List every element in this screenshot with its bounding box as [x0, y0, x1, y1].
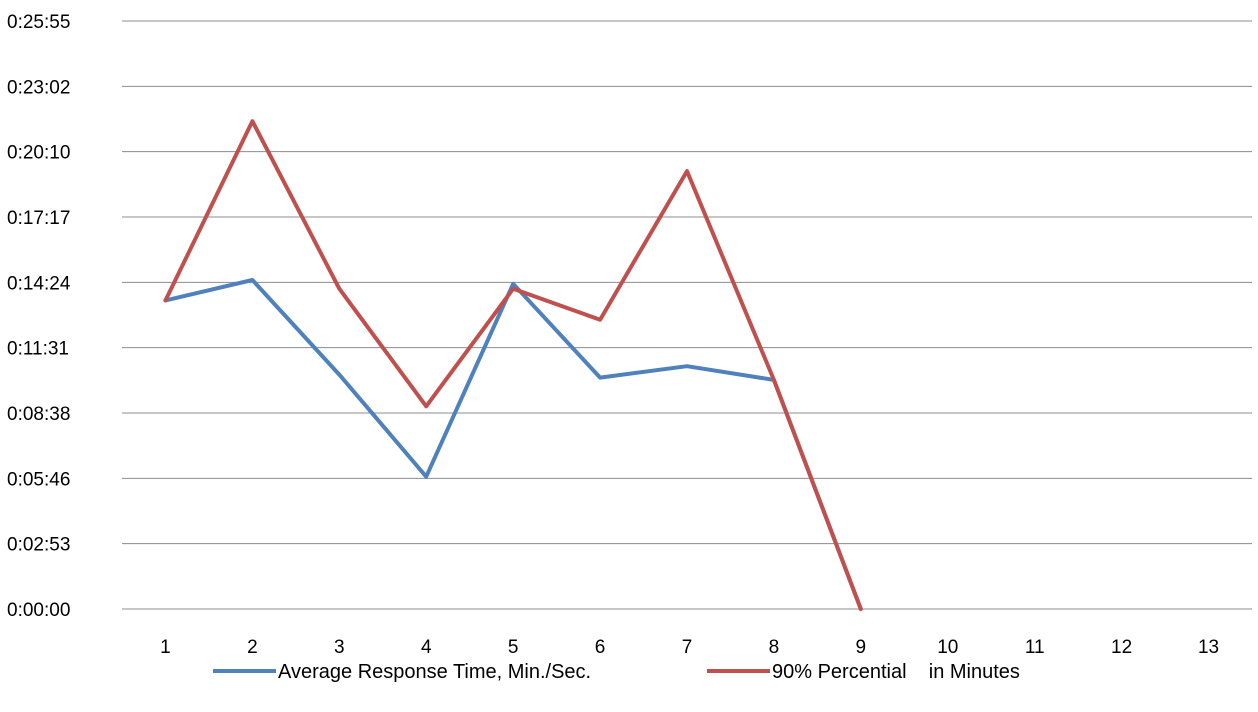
legend: Average Response Time, Min./Sec. 90% Per… — [213, 661, 1020, 683]
series-line-90-percentile — [163, 119, 863, 611]
y-tick-label: 0:11:31 — [7, 339, 69, 360]
x-tick-label: 8 — [769, 637, 780, 658]
x-tick-label: 6 — [595, 637, 606, 658]
y-tick-label: 0:17:17 — [7, 208, 70, 229]
series-lines — [163, 119, 863, 611]
y-tick-label: 0:23:02 — [7, 77, 70, 98]
y-tick-label: 0:20:10 — [7, 143, 70, 164]
y-tick-label: 0:05:46 — [7, 469, 70, 490]
x-tick-label: 13 — [1198, 637, 1219, 658]
x-tick-label: 5 — [508, 637, 519, 658]
y-axis-tick-labels: 0:00:00 0:02:53 0:05:46 0:08:38 0:11:31 0:14:… — [7, 12, 71, 621]
x-tick-label: 4 — [421, 637, 432, 658]
y-tick-label: 0:14:24 — [7, 273, 71, 294]
y-tick-label: 0:25:55 — [7, 12, 70, 33]
gridlines — [122, 20, 1252, 610]
y-tick-label: 0:00:00 — [7, 600, 70, 621]
x-tick-label: 12 — [1111, 637, 1132, 658]
y-tick-label: 0:08:38 — [7, 404, 70, 425]
x-axis-tick-labels: 1 2 3 4 5 6 7 8 9 10 11 12 13 — [160, 637, 1219, 658]
x-tick-label: 3 — [334, 637, 345, 658]
y-tick-label: 0:02:53 — [7, 535, 70, 556]
x-tick-label: 1 — [160, 637, 171, 658]
x-tick-label: 10 — [937, 637, 958, 658]
legend-label-average: Average Response Time, Min./Sec. — [278, 661, 591, 683]
x-tick-label: 11 — [1025, 637, 1045, 658]
x-tick-label: 9 — [856, 637, 867, 658]
x-tick-label: 2 — [247, 637, 258, 658]
series-line-average — [163, 278, 863, 611]
legend-label-90-percentile: 90% Percential in Minutes — [772, 661, 1020, 683]
x-tick-label: 7 — [682, 637, 693, 658]
